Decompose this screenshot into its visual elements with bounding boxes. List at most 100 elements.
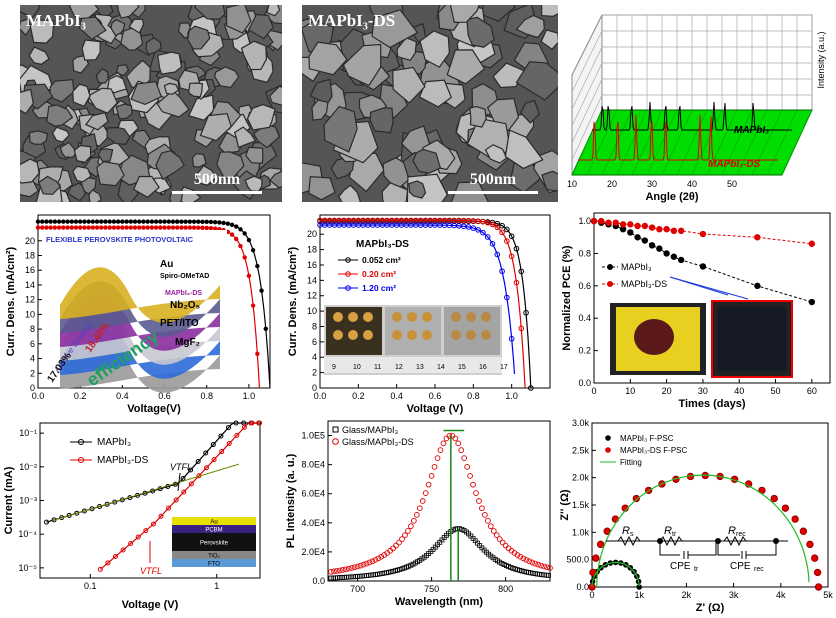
pl-point [336,567,343,574]
jv-point [221,220,226,226]
sclc-point [89,506,95,512]
inset-layer-label: MgF₂ [175,337,200,348]
sem-grain [28,130,49,145]
jv-point [141,219,146,224]
legend-marker [607,264,613,270]
jv-point [124,225,129,230]
jv-point [504,294,510,301]
y-tick-label: 2 [30,368,35,378]
x-axis-label: Voltage(V) [127,403,181,415]
xrd-floor-grid [766,109,798,176]
jv-point [212,219,218,225]
jv-point [187,219,193,224]
jv-point [179,225,184,230]
photo-cell [392,312,402,322]
sem-grain [214,66,240,89]
ruler-label: 9 [332,364,336,371]
photo-cell [451,312,461,322]
jv-point [44,225,49,230]
jv-point [229,232,235,237]
sclc-point [225,425,231,431]
pl-point [369,558,376,565]
xrd-floor-grid [736,109,768,176]
pl-point [366,559,373,566]
sem-grain [245,146,264,164]
pl-point [502,542,509,549]
sem-grain [157,51,183,75]
x-tick-label: 5k [823,590,833,600]
sem-grain [369,107,394,134]
sem-image-mapbi3-ds: MAPbI₃-DS 500nm [302,5,558,202]
y-axis-label: Z'' (Ω) [559,489,571,520]
eis-point [781,504,790,512]
pl-point [402,532,408,539]
sem-grain [194,165,218,186]
sclc-point [234,432,240,438]
jv-point [77,225,83,230]
pl-point [473,490,479,496]
legend-label: Glass/MAPbI₃-DS [342,437,414,447]
xrd-floor-grid [721,109,753,176]
inset-layer-label: Perovskite [200,541,229,547]
legend-marker [332,438,339,445]
jv-point [56,219,62,224]
stability-point [670,253,678,260]
jv-point [204,219,209,225]
sclc-point [120,547,126,553]
stability-point [677,256,685,264]
pl-point [529,559,536,566]
stability-line-0 [593,220,812,303]
legend-label: Fitting [620,458,642,467]
pl-point [526,558,533,565]
pl-point [547,565,553,571]
jv-point [242,255,247,260]
sem-grain [49,79,75,103]
xrd-floor-grid [646,109,678,176]
pl-point [538,562,544,569]
xrd-floor-grid [631,109,663,176]
pl-point [461,455,468,461]
photo-cell [348,312,358,322]
pl-point [523,557,530,563]
stability-point [627,229,634,236]
pl-point [345,565,352,572]
y-tick-label: 2 [312,368,317,378]
pl-point [455,440,462,447]
sem-grain [484,144,508,164]
jv-point [35,225,41,230]
y-tick-label: 16 [307,260,317,270]
sem-grain [311,99,329,121]
legend-marker [607,281,613,287]
jv-point [166,225,171,230]
jv-point [56,225,62,230]
jv-point [200,219,205,224]
pl-point [328,568,334,575]
x-tick-label: 800 [498,584,513,594]
sem-grain [338,184,362,202]
jv-point [489,240,496,247]
y-tick-label: 10⁻⁵ [19,563,38,573]
jv-point [40,219,45,224]
x-tick-label: 0.1 [84,581,97,591]
sem-grain [96,160,125,187]
cpe [717,541,777,559]
sclc-point [97,566,103,572]
y-tick-label: 2.5k [572,445,590,455]
jv-point [504,238,510,244]
legend-label: Glass/MAPbI₃ [342,425,399,435]
x-tick-label: 10 [567,179,577,189]
legend-label: MAPbI₃ [621,262,652,272]
xrd-floor-grid [751,109,783,176]
jv-point [137,219,142,224]
jv-point [513,279,520,286]
sclc-point [195,459,201,465]
sem-grain [128,18,145,34]
y-tick-label: 8 [312,321,317,331]
jv-point [90,225,96,230]
pl-point [348,565,355,571]
y-tick-label: 0.0 [312,576,325,586]
stability-point [754,282,761,290]
stability-point [754,234,761,241]
jv-point [124,219,129,224]
y-tick-label: 0 [312,383,317,393]
